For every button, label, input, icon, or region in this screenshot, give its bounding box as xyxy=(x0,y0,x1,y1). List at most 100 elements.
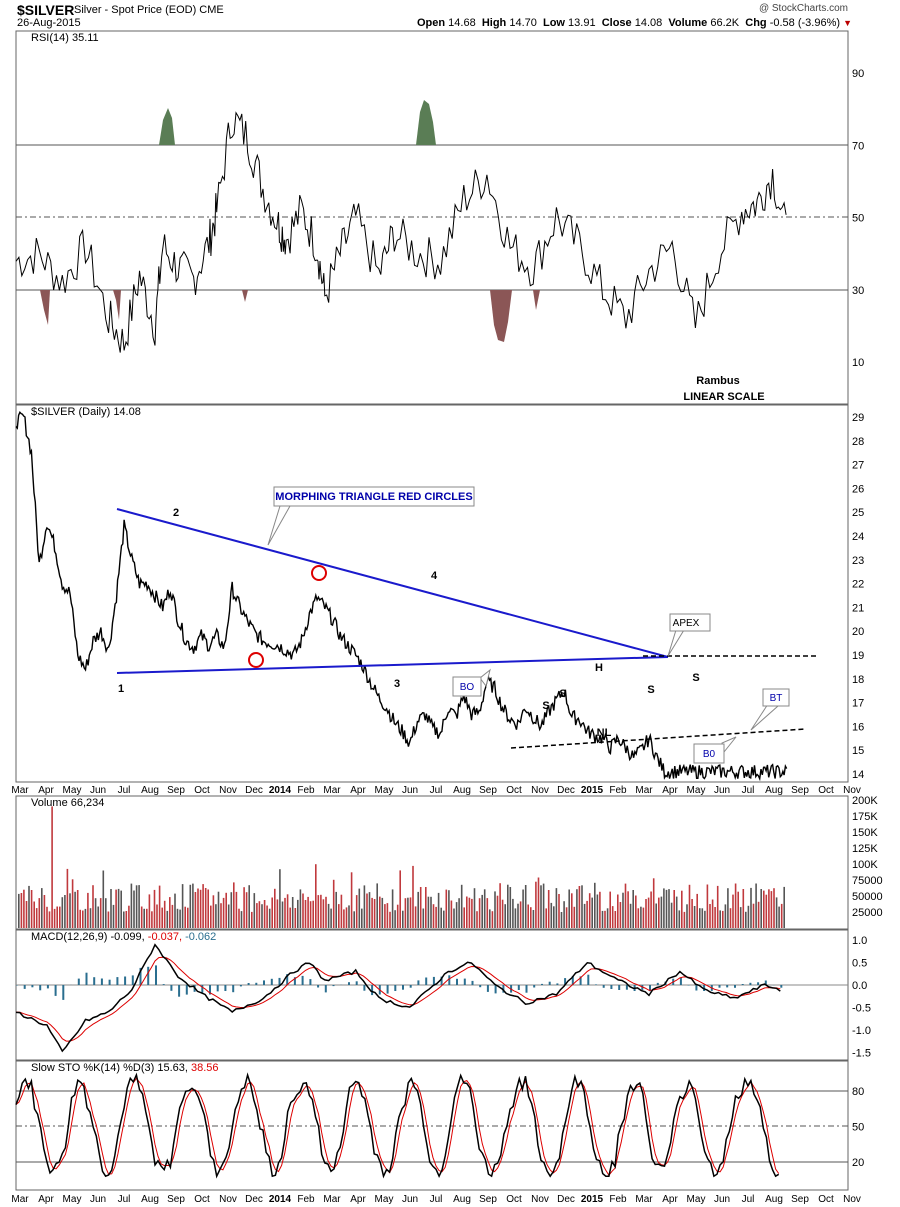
volume-bar xyxy=(404,898,407,928)
volume-bar xyxy=(519,901,522,928)
time-axis-label: May xyxy=(375,785,394,796)
chart-date: 26-Aug-2015 xyxy=(17,17,81,29)
volume-bar xyxy=(627,891,629,928)
volume-bar xyxy=(315,864,317,928)
macd-histogram-bar xyxy=(293,977,296,985)
volume-bar xyxy=(153,889,156,928)
volume-bar xyxy=(366,893,368,928)
volume-bar xyxy=(320,894,322,928)
volume-bar xyxy=(248,885,250,928)
time-axis-label: Apr xyxy=(38,1194,54,1205)
volume-bar xyxy=(509,887,512,928)
volume-bar xyxy=(143,908,145,928)
macd-histogram-bar xyxy=(548,981,551,985)
volume-bar xyxy=(23,889,25,928)
time-axis-label: Sep xyxy=(167,785,185,796)
volume-bar xyxy=(435,906,437,928)
volume-bar xyxy=(430,896,432,928)
volume-bar xyxy=(161,907,163,928)
price-label: $SILVER (Daily) 14.08 xyxy=(31,406,141,418)
volume-bar xyxy=(46,906,48,928)
price-tick-label: 17 xyxy=(852,698,864,710)
macd-tick-label: 0.0 xyxy=(852,980,867,992)
volume-bar xyxy=(261,904,263,928)
volume-bar xyxy=(82,910,84,928)
bo-callout-2: B0 xyxy=(693,736,737,764)
volume-bar xyxy=(571,893,573,928)
volume-bar xyxy=(701,908,704,928)
macd-histogram-bar xyxy=(780,985,783,988)
macd-histogram-bar xyxy=(155,965,157,985)
volume-bar xyxy=(148,894,151,928)
volume-bar xyxy=(611,906,614,928)
volume-bar xyxy=(174,893,176,928)
bt-label: BT xyxy=(770,693,783,704)
macd-histogram-bar xyxy=(602,985,605,988)
volume-bar xyxy=(745,911,747,928)
macd-histogram-bar xyxy=(185,985,188,995)
volume-tick-label: 75000 xyxy=(852,875,883,887)
sto-d-line xyxy=(15,1077,780,1177)
volume-bar xyxy=(156,904,158,928)
volume-bar xyxy=(71,879,74,928)
volume-bar xyxy=(402,910,404,928)
volume-bar xyxy=(33,901,35,928)
volume-bar xyxy=(379,896,381,928)
volume-bar xyxy=(192,883,194,928)
time-axis-label: May xyxy=(63,785,82,796)
macd-tick-label: 1.0 xyxy=(852,935,867,947)
volume-bar xyxy=(665,889,668,928)
price-panel-frame xyxy=(15,404,849,783)
volume-bar xyxy=(355,895,358,928)
volume-bar xyxy=(773,888,775,928)
volume-bar xyxy=(384,904,386,928)
triangle-label: MORPHING TRIANGLE RED CIRCLES xyxy=(275,491,472,503)
volume-bar xyxy=(225,892,227,928)
macd-label-main: MACD(12,26,9) -0.099, xyxy=(31,931,145,943)
volume-bar xyxy=(389,911,391,928)
volume-bar xyxy=(107,911,110,928)
macd-histogram-bar xyxy=(147,966,150,985)
volume-tick-label: 150K xyxy=(852,827,878,839)
volume-bar xyxy=(739,907,742,928)
time-axis-label: Mar xyxy=(635,785,653,796)
macd-histogram-bar xyxy=(425,977,428,985)
rsi-oversold-fill xyxy=(533,290,540,310)
volume-bar xyxy=(619,902,622,928)
time-axis-label: Jul xyxy=(430,1194,443,1205)
volume-bar xyxy=(491,911,494,928)
macd-histogram-bar xyxy=(649,985,651,992)
volume-bar xyxy=(297,899,299,928)
macd-tick-label: -1.0 xyxy=(852,1025,871,1037)
price-line xyxy=(15,411,788,782)
volume-bar xyxy=(59,906,61,928)
volume-bar xyxy=(668,889,670,928)
volume-bar xyxy=(123,911,125,928)
rsi-oversold-fill xyxy=(113,290,121,320)
volume-bar xyxy=(711,899,714,928)
time-axis-label: Dec xyxy=(245,1194,263,1205)
time-axis-label: Oct xyxy=(818,785,834,796)
price-tick-label: 25 xyxy=(852,507,864,519)
volume-bar xyxy=(294,908,297,928)
macd-tick-label: 0.5 xyxy=(852,958,867,970)
volume-bar xyxy=(471,898,473,928)
rsi-label: RSI(14) 35.11 xyxy=(31,32,99,44)
volume-bar xyxy=(629,903,632,928)
volume-bar xyxy=(565,907,568,928)
volume-bar xyxy=(427,896,430,928)
time-axis-label: Oct xyxy=(194,1194,210,1205)
volume-bar xyxy=(704,910,706,928)
volume-bar xyxy=(350,872,353,928)
macd-histogram-bar xyxy=(718,985,721,988)
volume-bar xyxy=(304,900,307,928)
macd-histogram-bar xyxy=(201,985,204,993)
volume-tick-label: 25000 xyxy=(852,907,883,919)
time-axis-label: Aug xyxy=(765,785,783,796)
macd-histogram-bar xyxy=(363,985,366,991)
volume-bar xyxy=(394,910,396,928)
volume-bar xyxy=(501,899,504,928)
volume-bar xyxy=(714,907,716,928)
volume-tick-label: 100K xyxy=(852,859,878,871)
volume-bar xyxy=(652,878,655,928)
